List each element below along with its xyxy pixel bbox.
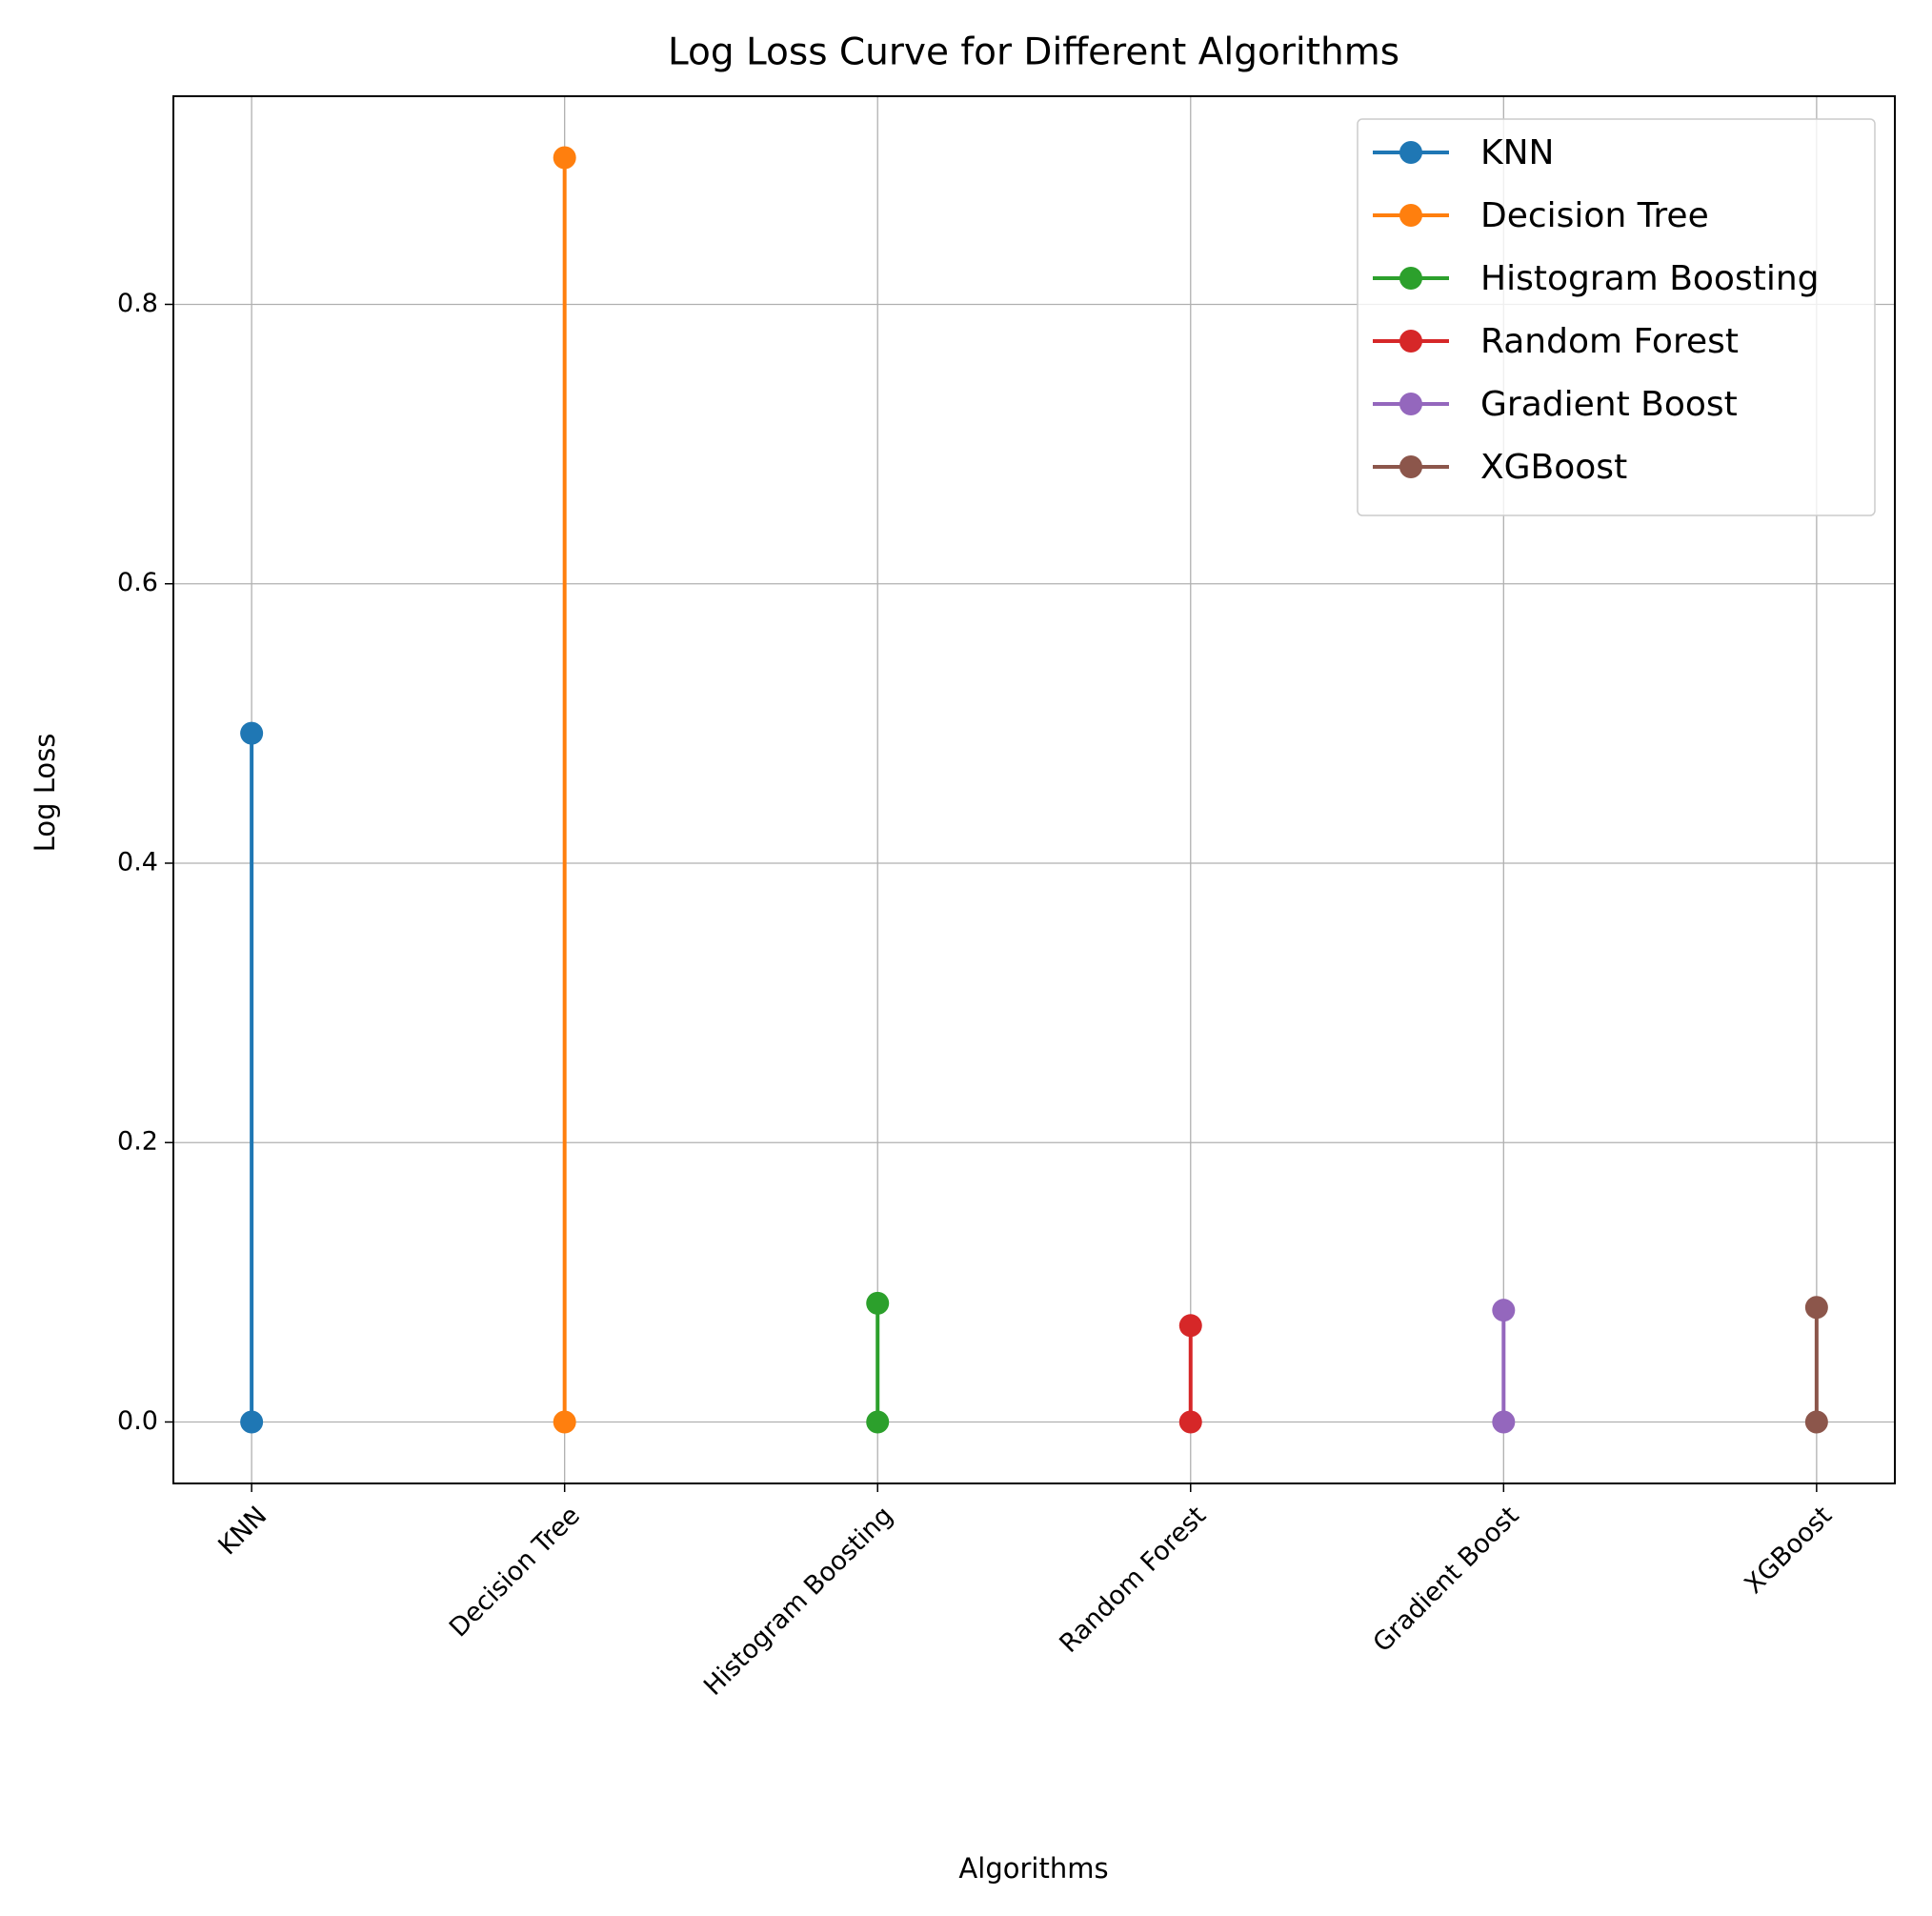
y-axis-label: Log Loss (29, 734, 61, 853)
point (1804, 1410, 1828, 1434)
legend-marker (1399, 330, 1422, 353)
legend-label: Random Forest (1480, 322, 1739, 361)
legend-label: XGBoost (1480, 448, 1627, 487)
y-tick-label: 0.0 (117, 1406, 158, 1436)
legend-label: Histogram Boosting (1480, 259, 1819, 298)
legend-marker (1399, 393, 1422, 415)
x-tick-label: Decision Tree (444, 1501, 586, 1643)
point (553, 1410, 576, 1434)
legend-label: KNN (1480, 133, 1554, 172)
legend-label: Gradient Boost (1480, 385, 1738, 424)
point (240, 1410, 264, 1434)
point (240, 721, 264, 745)
point (866, 1291, 890, 1315)
y-tick-label: 0.8 (117, 289, 158, 318)
point (1804, 1296, 1828, 1320)
point (866, 1410, 890, 1434)
x-tick-label: XGBoost (1739, 1501, 1838, 1600)
y-tick-label: 0.2 (117, 1127, 158, 1157)
point (1178, 1314, 1202, 1338)
plot-frame (172, 95, 1896, 1484)
legend-marker (1399, 455, 1422, 478)
x-axis-label: Algorithms (958, 1852, 1108, 1885)
x-tick-label: KNN (212, 1501, 272, 1561)
point (1178, 1410, 1202, 1434)
legend-marker (1399, 141, 1422, 164)
y-tick-label: 0.4 (117, 847, 158, 877)
legend-marker (1399, 204, 1422, 227)
point (1492, 1299, 1516, 1322)
legend-box (1357, 118, 1876, 516)
point (1492, 1410, 1516, 1434)
chart-title: Log Loss Curve for Different Algorithms (668, 31, 1399, 74)
legend-marker (1399, 267, 1422, 290)
point (553, 146, 576, 170)
y-tick-label: 0.6 (117, 568, 158, 597)
x-tick-label: Gradient Boost (1368, 1501, 1525, 1658)
x-tick-label: Random Forest (1054, 1501, 1212, 1659)
x-tick-label: Histogram Boosting (698, 1501, 898, 1701)
legend-label: Decision Tree (1480, 196, 1709, 235)
